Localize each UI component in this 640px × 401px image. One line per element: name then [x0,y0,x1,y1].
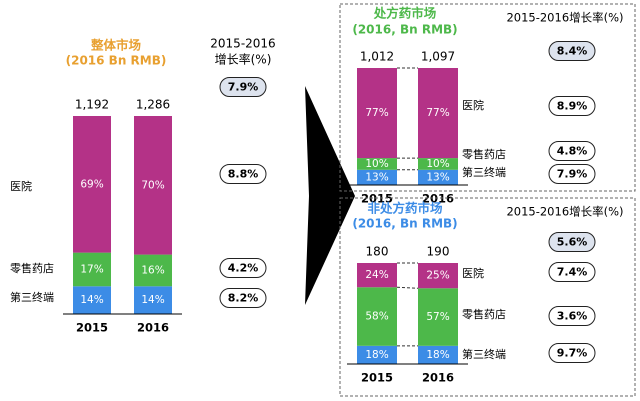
bar-0-0-0 [73,286,111,314]
series-label-0-0: 第三终端 [10,290,54,304]
bar-0-1-0 [134,286,172,314]
bar-0-0-1 [73,252,111,287]
total-growth-1-pill [548,41,596,61]
bar-label-0-0-2: 69% [80,178,103,190]
growth-1-1: 4.8% [557,145,588,158]
series-label-0-1: 零售药店 [10,261,54,275]
x-tick-2-0: 2015 [361,371,393,385]
series-label-2-2: 医院 [462,266,484,280]
growth-1-2-pill [548,96,596,116]
growth-0-2: 8.8% [228,168,259,181]
bar-label-0-0-1: 17% [80,263,103,275]
bar-1-1-1 [418,158,458,170]
bar-label-0-1-1: 16% [141,264,164,276]
bar-1-0-2 [357,68,397,159]
rx-subtitle: (2016, Bn RMB) [352,23,457,37]
bar-label-0-1-2: 70% [141,179,164,191]
arrow-shape [305,86,355,305]
bar-2-1-0 [418,345,458,364]
total-growth-0-pill [219,77,267,97]
total-growth-2: 5.6% [557,236,588,249]
total-label-1-0: 1,012 [360,50,394,64]
otc-subtitle: (2016, Bn RMB) [352,217,457,231]
growth-1-2: 8.9% [557,100,588,113]
bar-label-0-0-0: 14% [80,294,103,306]
growth-2-1: 3.6% [557,310,588,323]
bar-1-0-1 [357,158,397,170]
overall-subtitle: (2016 Bn RMB) [66,54,167,68]
total-growth-2-pill [548,232,596,252]
x-tick-0-0: 2015 [76,321,108,335]
bar-label-1-0-0: 13% [365,171,388,183]
total-label-0-1: 1,286 [136,98,170,112]
bar-label-1-0-2: 77% [365,107,388,119]
bar-label-2-1-1: 57% [426,311,449,323]
total-label-0-0: 1,192 [75,98,109,112]
series-label-1-0: 第三终端 [462,165,506,179]
bar-label-2-1-0: 18% [426,349,449,361]
bar-label-2-0-1: 58% [365,311,388,323]
growth-1-0-pill [548,164,596,184]
series-label-0-2: 医院 [10,179,32,193]
bar-label-1-1-0: 13% [426,171,449,183]
overall-growth-header-2: 增长率(%) [215,52,272,67]
series-label-1-1: 零售药店 [462,147,506,161]
growth-1-0: 7.9% [557,168,588,181]
overall-growth-header-1: 2015-2016 [210,37,275,51]
otc-growth-header: 2015-2016增长率(%) [506,205,623,219]
growth-2-1-pill [548,306,596,326]
growth-1-1-pill [548,141,596,161]
bar-label-0-1-0: 14% [141,294,164,306]
series-label-1-2: 医院 [462,98,484,112]
series-label-2-0: 第三终端 [462,347,506,361]
bar-2-0-1 [357,287,397,346]
growth-2-2-pill [548,262,596,282]
growth-0-0-pill [219,288,267,308]
growth-0-2-pill [219,164,267,184]
x-tick-0-1: 2016 [137,321,169,335]
total-label-1-1: 1,097 [421,50,455,64]
bar-1-1-0 [418,169,458,185]
bar-2-1-2 [418,263,458,289]
bar-2-1-1 [418,288,458,346]
bar-label-1-1-2: 77% [426,107,449,119]
overall-title: 整体市场 [91,38,141,53]
bar-0-0-2 [73,116,111,253]
total-label-2-0: 180 [366,245,389,259]
total-label-2-1: 190 [427,245,450,259]
bar-2-0-2 [357,263,397,288]
bar-label-2-0-2: 24% [365,269,388,281]
bar-0-1-1 [134,254,172,287]
growth-0-1: 4.2% [228,262,259,275]
growth-2-2: 7.4% [557,266,588,279]
bar-label-2-1-2: 25% [426,270,449,282]
growth-2-0: 9.7% [557,347,588,360]
bar-2-0-0 [357,345,397,364]
connector-2-1 [396,286,419,289]
growth-0-1-pill [219,258,267,278]
bar-1-1-2 [418,68,458,159]
total-growth-1: 8.4% [557,45,588,58]
bar-0-1-2 [134,116,172,255]
bar-1-0-0 [357,169,397,185]
bar-label-2-0-0: 18% [365,349,388,361]
bar-label-1-1-1: 10% [426,158,449,170]
rx-growth-header: 2015-2016增长率(%) [506,11,623,25]
growth-0-0: 8.2% [228,292,259,305]
growth-2-0-pill [548,343,596,363]
otc-panel-border [339,197,636,397]
rx-panel-border [339,3,636,192]
bar-label-1-0-1: 10% [365,158,388,170]
rx-title: 处方药市场 [373,6,437,21]
otc-title: 非处方药市场 [367,201,442,216]
total-growth-0: 7.9% [228,81,259,94]
x-tick-2-1: 2016 [422,371,454,385]
series-label-2-1: 零售药店 [462,307,506,321]
